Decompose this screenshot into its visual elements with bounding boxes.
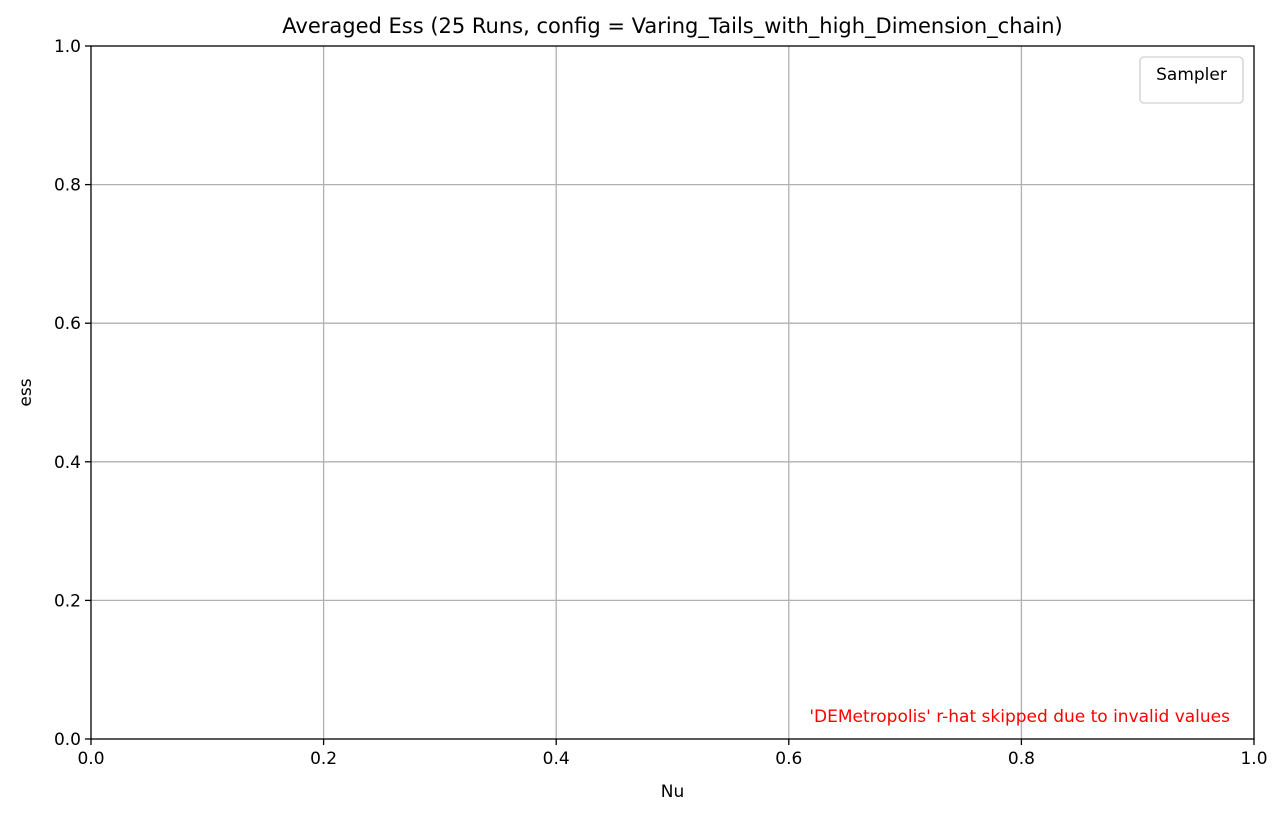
y-tick-label: 0.0 (54, 730, 81, 750)
y-tick-label: 0.4 (54, 453, 81, 473)
legend-title: Sampler (1156, 65, 1227, 85)
x-tick-label: 0.8 (1008, 749, 1035, 769)
x-tick-label: 1.0 (1240, 749, 1267, 769)
x-tick-label: 0.4 (543, 749, 570, 769)
x-tick-label: 0.0 (77, 749, 104, 769)
grid-lines (91, 46, 1254, 739)
x-tick-label: 0.2 (310, 749, 337, 769)
y-axis-label: ess (16, 378, 36, 406)
legend-frame (1139, 56, 1244, 104)
y-ticks: 0.0 0.2 0.4 0.6 0.8 1.0 (54, 37, 91, 750)
y-tick-label: 0.8 (54, 176, 81, 196)
chart-title: Averaged Ess (25 Runs, config = Varing_T… (282, 14, 1063, 39)
y-tick-label: 0.2 (54, 591, 81, 611)
x-axis-label: Nu (661, 782, 685, 802)
y-tick-label: 0.6 (54, 314, 81, 334)
plot-frame (90, 45, 1255, 740)
x-ticks: 0.0 0.2 0.4 0.6 0.8 1.0 (77, 739, 1268, 769)
y-tick-label: 1.0 (54, 37, 81, 57)
annotation-text: 'DEMetropolis' r-hat skipped due to inva… (809, 707, 1230, 727)
x-tick-label: 0.6 (775, 749, 802, 769)
legend-box: Sampler (1139, 56, 1244, 104)
